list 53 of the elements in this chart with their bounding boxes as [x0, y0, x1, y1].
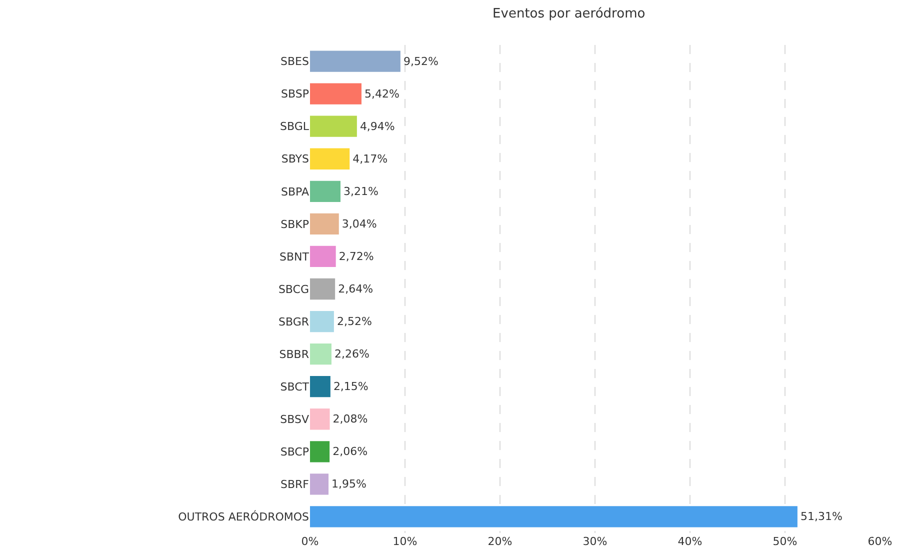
y-tick-label: SBYS: [281, 152, 310, 166]
data-label: 2,08%: [332, 412, 368, 426]
y-tick-label: SBKP: [280, 218, 310, 231]
x-tick-label: 0%: [301, 535, 319, 548]
data-label: 2,06%: [332, 445, 368, 458]
bar: [310, 246, 336, 268]
bar: [310, 83, 362, 104]
y-tick-label: OUTROS AERÓDROMOS: [178, 510, 310, 524]
bar: [310, 50, 400, 72]
y-tick-label: SBSP: [281, 88, 310, 101]
y-tick-label: SBSV: [280, 412, 310, 426]
bar: [310, 376, 330, 398]
x-tick-label: 10%: [392, 535, 418, 548]
y-tick-label: SBCG: [278, 282, 309, 296]
data-label: 4,94%: [360, 120, 395, 133]
x-tick-label: 20%: [488, 535, 512, 548]
x-tick-label: 30%: [582, 535, 608, 548]
data-label: 3,21%: [344, 184, 378, 198]
data-label: 2,15%: [333, 380, 368, 394]
data-label: 4,17%: [352, 152, 388, 166]
y-tick-label: SBNT: [280, 250, 310, 264]
bar: [310, 441, 330, 462]
data-label: 9,52%: [403, 54, 438, 68]
y-tick-label: SBCP: [280, 446, 310, 459]
y-tick-label: SBCT: [280, 380, 310, 394]
data-label: 2,26%: [334, 348, 370, 361]
y-tick-label: SBES: [280, 55, 310, 68]
chart-title: Eventos por aeródromo: [492, 6, 646, 22]
bar: [310, 148, 350, 170]
data-label: 2,52%: [336, 315, 372, 328]
bar: [310, 278, 336, 300]
data-label: 1,95%: [332, 478, 366, 491]
data-label: 5,42%: [364, 87, 400, 100]
data-label: 2,64%: [338, 282, 374, 296]
bar: [310, 213, 339, 235]
bar: [310, 116, 357, 137]
data-label: 51,31%: [800, 510, 842, 524]
bar: [310, 310, 334, 332]
bar: [310, 506, 798, 528]
bar: [310, 343, 332, 365]
bar: [310, 408, 330, 430]
data-label: 2,72%: [338, 250, 374, 263]
bar: [310, 474, 329, 495]
y-tick-label: SBGR: [278, 315, 310, 328]
x-tick-label: 50%: [772, 535, 798, 548]
x-tick-label: 60%: [868, 535, 892, 548]
y-tick-label: SBRF: [280, 478, 309, 492]
y-tick-label: SBPA: [281, 185, 310, 198]
y-tick-label: SBGL: [280, 120, 310, 134]
bar: [310, 180, 340, 202]
x-tick-label: 40%: [678, 535, 702, 548]
data-label: 3,04%: [342, 217, 377, 230]
y-tick-label: SBBR: [279, 348, 310, 361]
